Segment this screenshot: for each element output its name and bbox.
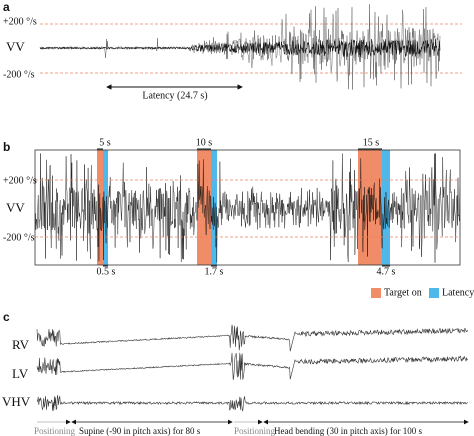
trace-group bbox=[36, 324, 469, 412]
phase-label: Head bending (30 in pitch axis) for 100 … bbox=[274, 426, 422, 436]
panel-label: c bbox=[3, 310, 10, 324]
latency-label: 0.5 s bbox=[97, 266, 116, 277]
latency-band bbox=[103, 150, 108, 265]
axis-label: +200 °/s bbox=[3, 16, 37, 27]
trace-group bbox=[35, 153, 460, 263]
legend-swatch bbox=[371, 288, 381, 298]
axis-label: -200 °/s bbox=[3, 69, 35, 80]
duration-label: 15 s bbox=[363, 137, 380, 148]
legend-swatch bbox=[429, 288, 439, 298]
channel-label: VV bbox=[6, 39, 25, 54]
legend-label: Latency bbox=[442, 287, 474, 298]
axis-label: +200 °/s bbox=[3, 175, 37, 186]
channel-label: RV bbox=[12, 337, 30, 352]
frame bbox=[34, 149, 461, 266]
panel-label: b bbox=[3, 140, 10, 154]
trace bbox=[35, 153, 460, 263]
latency-label: 4.7 s bbox=[377, 266, 396, 277]
channel-label: LV bbox=[12, 366, 29, 381]
trace bbox=[36, 352, 468, 380]
trace bbox=[39, 38, 441, 58]
phase-label: Supine (-90 in pitch axis) for 80 s bbox=[79, 426, 201, 436]
channel-label: VHV bbox=[2, 394, 31, 409]
legend-label: Target on bbox=[384, 287, 422, 298]
duration-label: 5 s bbox=[99, 137, 111, 148]
trace-group bbox=[39, 4, 441, 90]
annotation: Latency (24.7 s) bbox=[142, 90, 207, 101]
panel-label: a bbox=[3, 0, 10, 14]
trace bbox=[39, 4, 441, 90]
latency-label: 1.7 s bbox=[205, 266, 224, 277]
duration-label: 10 s bbox=[196, 137, 213, 148]
trace bbox=[36, 395, 468, 412]
phase-label: Positioning bbox=[34, 426, 76, 436]
axis-label: -200 °/s bbox=[3, 232, 35, 243]
trace bbox=[36, 324, 469, 352]
channel-label: VV bbox=[6, 200, 25, 215]
phase-label: Positioning bbox=[234, 426, 276, 436]
